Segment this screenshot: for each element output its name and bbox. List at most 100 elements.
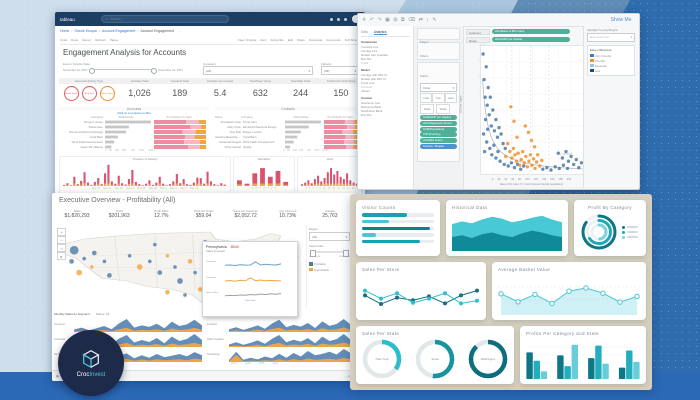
table-row[interactable]: Swan Via Valence [59,144,209,149]
filters-shelf[interactable]: Filters Country / Region [417,42,460,68]
table-row[interactable]: Clay Britt Borger Lumber [215,129,361,134]
segments-filter[interactable]: States: All [95,312,110,316]
company-select[interactable]: (All) ▾ [203,66,313,75]
donut-washington[interactable]: Washington [468,339,508,379]
sheets-icon[interactable]: ▦ [56,374,59,378]
historical-area-chart[interactable] [452,213,562,251]
table-row[interactable]: Caroline Beauchamp Coral Barn [215,134,361,139]
pages-shelf[interactable]: Pages [417,28,460,44]
table-row[interactable]: Work Flash Development [59,139,209,144]
dimension-pill[interactable]: Country / Region [420,143,457,149]
date-slider-handle-right[interactable] [151,67,158,74]
save-icon[interactable]: ▣ [385,17,390,23]
breadcrumb-project[interactable]: Oracle Eloqua [74,28,97,33]
date-range-slider[interactable] [310,249,349,257]
table-row[interactable]: Anastasia Colón Trinity Aero [215,119,361,124]
measure-pill[interactable]: SUM(Population) [420,126,457,132]
color-button[interactable]: Color [420,93,433,103]
highlight-combo[interactable]: Enter search text ▾ [587,33,635,42]
label-button[interactable]: Label [444,93,457,103]
visitor-bar[interactable] [362,239,434,244]
download-button[interactable]: Download [308,37,323,42]
view-original-button[interactable]: View: Original [237,37,257,42]
sales-per-store-chart[interactable] [362,275,480,315]
table-row[interactable]: Toledo Aero [59,124,209,129]
analytics-item[interactable]: Forecast [361,85,372,89]
table-row[interactable]: Ricky Garrett Netsky [215,144,361,149]
alert-button[interactable]: Alert [260,37,267,42]
pause-button[interactable]: Pause [109,37,119,42]
undo-button[interactable]: Undo [60,37,68,42]
favorite-star-icon[interactable]: ☆ [177,28,182,33]
region-select[interactable]: (All) ▾ [309,232,350,241]
legend-profitable[interactable]: Profitable [309,262,350,266]
legend-unprofitable[interactable]: Unprofitable [309,268,350,272]
redo-button[interactable]: Redo [71,37,79,42]
mark-type-select[interactable]: Circle ▾ [420,83,457,92]
analytics-item[interactable]: Average Line [361,49,378,53]
visitor-bar[interactable] [362,213,434,217]
revert-button[interactable]: Revert [82,37,92,42]
edit-button[interactable]: Edit [287,37,293,42]
zoom-out-button[interactable]: − [57,236,66,244]
profits-grouped-bar-chart[interactable] [526,339,640,379]
analytics-item[interactable]: Totals [361,61,369,65]
accounts-filter-link[interactable]: Click on a company to filter [117,111,151,115]
redo-icon[interactable]: ↷ [377,17,382,23]
highlight-icon[interactable]: ✎ [432,17,437,23]
measure-pill[interactable]: CNT(Country) [420,132,457,138]
office-supplies-area-chart[interactable] [229,333,351,347]
analytics-item[interactable]: Trend Line [361,81,375,85]
table-row[interactable]: Abby Chen Elmira Architectural Design [215,124,361,129]
new-datasource-icon[interactable]: ✛ [362,17,367,23]
analytics-item[interactable]: Average with 95% CI [361,73,388,77]
apps-icon[interactable] [344,17,347,21]
analytics-item[interactable]: Box Plot [361,113,372,117]
measure-pill[interactable]: SUM(GDP per Capita) [420,115,457,120]
breadcrumb-home[interactable]: Home [60,28,70,33]
visitor-bar[interactable] [362,219,434,224]
technology-area-chart[interactable] [229,348,351,362]
undo-icon[interactable]: ↶ [369,17,374,23]
analytics-item[interactable]: Reference Line [361,101,380,105]
zoom-home-button[interactable]: ⌂ [57,244,66,252]
columns-shelf[interactable]: Columns AVG(Ease of Biz Index) [466,28,583,35]
measure-pill[interactable]: AVG(Happiness Score) [420,120,457,126]
avatar[interactable] [352,15,360,23]
zoom-in-button[interactable]: + [57,228,66,236]
visitor-bar[interactable] [362,226,434,231]
pan-button[interactable]: ▸ [57,252,66,260]
fullscreen-button[interactable]: Full Screen [344,37,360,42]
breadcrumb-workbook[interactable]: Account Engagement [101,28,136,33]
date-slider-handle-left[interactable] [88,67,95,74]
table-row[interactable]: Borger Lumber [59,119,209,124]
rows-shelf[interactable]: Rows AVG(GDP per Capita) [466,36,583,43]
new-sheet-icon[interactable]: ⊞ [393,17,398,23]
tab-analytics[interactable]: Analytics [373,29,387,35]
share-button[interactable]: Share [296,37,305,42]
activity-circle-email[interactable]: Email Send [63,86,79,101]
refresh-button[interactable]: Refresh [95,37,106,42]
clear-icon[interactable]: ⌫ [408,17,416,23]
filter-pill[interactable]: Country / Region [420,62,457,68]
furniture-area-chart[interactable] [229,318,351,332]
average-basket-chart[interactable] [498,275,640,315]
analytics-item[interactable]: Box Plot [361,57,372,61]
weekday-chart[interactable] [237,162,291,186]
rows-pill[interactable]: AVG(GDP per Capita) [492,37,570,42]
analytics-item[interactable]: Constant Line [361,45,379,49]
table-row[interactable]: Susannah Engels Work Flash Development [215,139,361,144]
show-me-button[interactable]: Show Me [610,17,632,23]
activity-circle-web[interactable]: Web Visit [81,86,97,101]
columns-pill[interactable]: AVG(Ease of Biz Index) [492,29,570,34]
measure-pill[interactable]: AGG(Biz Index) [420,138,457,144]
tab-nav-icons[interactable]: ‹ › ▤ [344,374,352,378]
help-icon[interactable] [337,17,340,21]
donut-texas[interactable]: Texas [415,339,455,379]
consumer-area-chart[interactable] [74,318,202,332]
tab-data[interactable]: Data [361,30,368,34]
legend-item[interactable]: Very Friendly [590,54,632,58]
analytics-item[interactable]: Reference Band [361,105,382,109]
hour-chart[interactable] [301,162,359,186]
range-handle-right[interactable] [343,249,349,257]
